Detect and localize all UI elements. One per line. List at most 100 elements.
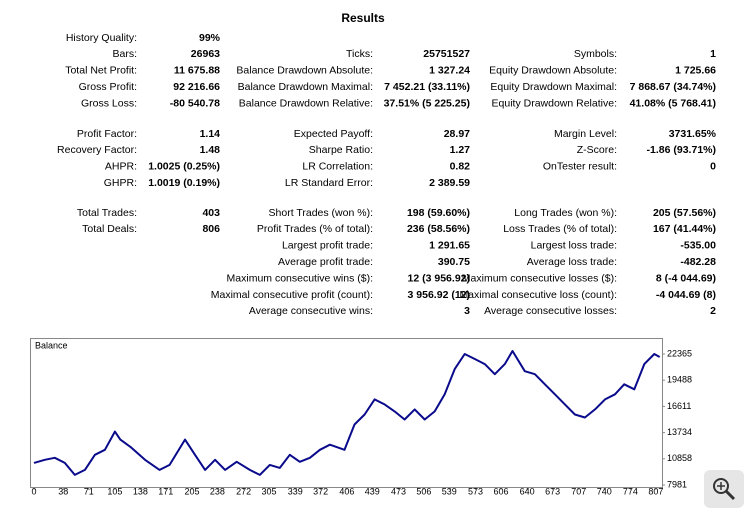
x-tick-label: 506 [416, 486, 431, 496]
stat-label: Balance Drawdown Absolute: [236, 65, 373, 77]
stat-value: 7 868.67 (34.74%) [630, 81, 716, 93]
x-tick-label: 473 [391, 486, 406, 496]
stat-label: Loss Trades (% of total): [503, 223, 617, 235]
stat-value: 41.08% (5 768.41) [630, 97, 716, 109]
stat-label: Profit Factor: [77, 128, 137, 140]
stat-value: -4 044.69 (8) [656, 289, 716, 301]
stat-value: 0.82 [450, 161, 471, 173]
stat-label: Maximum consecutive wins ($): [227, 272, 373, 284]
stat-value: -482.28 [680, 256, 716, 268]
stat-label: Total Net Profit: [65, 65, 137, 77]
stat-value: 198 (59.60%) [407, 207, 470, 219]
stat-value: 25751527 [423, 48, 470, 60]
stat-label: Expected Payoff: [294, 128, 373, 140]
stat-value: 0 [710, 161, 716, 173]
stat-label: Average profit trade: [278, 256, 373, 268]
stat-value: 1.27 [450, 144, 471, 156]
x-tick-label: 807 [648, 486, 663, 496]
stat-label: AHPR: [105, 161, 137, 173]
stat-label: Maximal consecutive loss (count): [459, 289, 617, 301]
stat-label: Z-Score: [577, 144, 617, 156]
y-tick-label: 19488 [667, 375, 692, 385]
stat-label: Equity Drawdown Relative: [492, 97, 617, 109]
x-tick-label: 105 [107, 486, 122, 496]
chart-title: Balance [35, 340, 68, 350]
x-tick-label: 305 [262, 486, 277, 496]
stat-label: Largest loss trade: [531, 240, 617, 252]
y-tick-label: 22365 [667, 348, 692, 358]
y-tick-label: 10858 [667, 453, 692, 463]
stat-label: Average loss trade: [527, 256, 617, 268]
stat-label: Margin Level: [554, 128, 617, 140]
stat-label: Bars: [112, 48, 137, 60]
stat-value: 3731.65% [669, 128, 717, 140]
stat-value: 1 291.65 [429, 240, 470, 252]
stat-label: Symbols: [574, 48, 617, 60]
stat-label: Average consecutive wins: [249, 305, 373, 317]
stat-value: 99% [199, 32, 221, 44]
stat-label: Balance Drawdown Maximal: [238, 81, 373, 93]
x-tick-label: 774 [623, 486, 638, 496]
x-tick-label: 171 [158, 486, 173, 496]
stat-label: Balance Drawdown Relative: [239, 97, 373, 109]
x-tick-label: 38 [58, 486, 68, 496]
x-tick-label: 439 [365, 486, 380, 496]
stat-value: 26963 [191, 48, 220, 60]
zoom-icon[interactable] [704, 470, 744, 508]
stat-label: Average consecutive losses: [484, 305, 617, 317]
x-tick-label: 372 [313, 486, 328, 496]
stat-label: OnTester result: [543, 161, 617, 173]
x-tick-label: 0 [31, 486, 36, 496]
stat-value: 8 (-4 044.69) [656, 272, 716, 284]
stat-value: -535.00 [680, 240, 716, 252]
stat-value: 390.75 [438, 256, 470, 268]
stat-value: 205 (57.56%) [653, 207, 716, 219]
stat-value: 1.48 [200, 144, 221, 156]
stat-value: 1 327.24 [429, 65, 470, 77]
stat-label: Total Deals: [82, 223, 137, 235]
x-tick-label: 740 [597, 486, 612, 496]
stat-label: Equity Drawdown Maximal: [490, 81, 617, 93]
stat-value: 28.97 [444, 128, 470, 140]
x-tick-label: 205 [184, 486, 199, 496]
stat-label: History Quality: [66, 32, 137, 44]
stat-label: LR Standard Error: [285, 177, 373, 189]
stat-label: Profit Trades (% of total): [257, 223, 373, 235]
stat-label: Long Trades (won %): [514, 207, 617, 219]
stat-value: -1.86 (93.71%) [647, 144, 716, 156]
stat-label: Short Trades (won %): [269, 207, 373, 219]
x-tick-label: 71 [84, 486, 94, 496]
stat-value: 1.0019 (0.19%) [148, 177, 220, 189]
stat-label: Maximal consecutive profit (count): [211, 289, 373, 301]
x-tick-label: 606 [493, 486, 508, 496]
x-tick-label: 339 [288, 486, 303, 496]
stat-value: 7 452.21 (33.11%) [384, 81, 470, 93]
stat-label: Gross Loss: [81, 97, 137, 109]
stat-value: 1.0025 (0.25%) [148, 161, 220, 173]
stat-value: 12 (3 956.92) [408, 272, 470, 284]
stat-value: 3 956.92 (12) [408, 289, 470, 301]
stat-label: Sharpe Ratio: [309, 144, 373, 156]
y-tick-label: 13734 [667, 427, 692, 437]
stat-value: -80 540.78 [170, 97, 220, 109]
x-tick-label: 539 [442, 486, 457, 496]
stat-value: 92 216.66 [173, 81, 220, 93]
x-tick-label: 673 [545, 486, 560, 496]
stat-label: Equity Drawdown Absolute: [489, 65, 617, 77]
x-tick-label: 707 [571, 486, 586, 496]
stat-value: 236 (58.56%) [407, 223, 470, 235]
balance-line [33, 350, 661, 476]
stat-label: Largest profit trade: [282, 240, 373, 252]
stat-value: 1 725.66 [675, 65, 716, 77]
stat-value: 167 (41.44%) [653, 223, 716, 235]
y-tick-label: 7981 [667, 479, 687, 489]
chart-frame [30, 338, 663, 488]
x-tick-label: 138 [133, 486, 148, 496]
stat-value: 806 [202, 223, 220, 235]
x-tick-label: 238 [210, 486, 225, 496]
stat-label: Maximum consecutive losses ($): [462, 272, 617, 284]
stat-value: 1 [710, 48, 716, 60]
stat-value: 1.14 [200, 128, 221, 140]
